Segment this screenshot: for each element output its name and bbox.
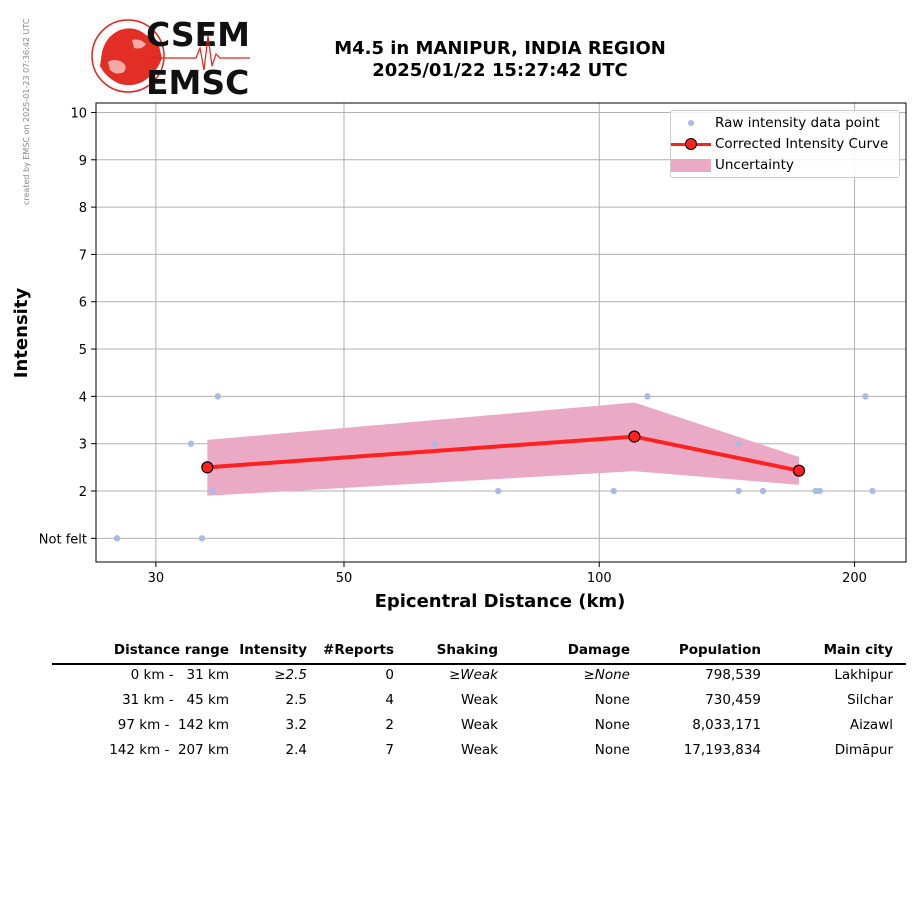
header-population: Population xyxy=(678,642,761,658)
x-tick-label: 50 xyxy=(336,571,353,586)
uncertainty-band xyxy=(207,402,799,496)
table-row: 142 km - 207 km 2.4 7 Weak None 17,193,834 Dim… xyxy=(52,742,906,767)
cell-population: 17,193,834 xyxy=(683,742,761,758)
csem-emsc-logo: CSEM EMSC xyxy=(91,18,250,100)
cell-damage: None xyxy=(594,717,630,733)
cell-population: 730,459 xyxy=(705,692,761,708)
y-tick-label: 9 xyxy=(79,154,87,169)
cell-damage: None xyxy=(594,692,630,708)
header-main-city: Main city xyxy=(823,642,893,658)
cell-shaking: Weak xyxy=(461,742,498,758)
intensity-chart: 30 50 100 200 Not felt 2 3 4 5 6 7 8 9 10 Epicentral … xyxy=(11,102,907,612)
cell-reports: 4 xyxy=(385,692,394,708)
cell-reports: 7 xyxy=(385,742,394,758)
cell-reports: 2 xyxy=(385,717,394,733)
chart-legend: Raw intensity data point Corrected Inten… xyxy=(670,110,900,178)
table-body: 0 km - 31 km ≥2.5 0 ≥Weak ≥None 798,539 Lakhip… xyxy=(52,667,906,767)
y-tick-label: 8 xyxy=(79,201,87,216)
y-tick-label: 4 xyxy=(79,390,87,405)
title-line-1: M4.5 in MANIPUR, INDIA REGION xyxy=(334,38,666,59)
legend-item-curve: Corrected Intensity Curve xyxy=(671,134,888,154)
cell-shaking: Weak xyxy=(461,692,498,708)
plot-frame xyxy=(95,102,907,563)
x-axis-label: Epicentral Distance (km) xyxy=(375,591,626,612)
raw-data-point xyxy=(113,535,121,542)
y-tick-label: 2 xyxy=(79,485,87,500)
legend-item-band: Uncertainty xyxy=(671,155,794,175)
y-tick-label: 3 xyxy=(79,438,87,453)
y-tick-label: 5 xyxy=(79,343,87,358)
legend-label-raw: Raw intensity data point xyxy=(715,115,880,131)
cell-main-city: Silchar xyxy=(847,692,893,708)
raw-points-layer xyxy=(113,393,876,542)
y-tick-label: 10 xyxy=(70,106,87,121)
raw-data-point xyxy=(187,440,195,447)
legend-label-curve: Corrected Intensity Curve xyxy=(715,136,889,152)
cell-intensity: ≥2.5 xyxy=(274,667,307,683)
header-shaking: Shaking xyxy=(436,642,498,658)
raw-data-point xyxy=(816,487,823,495)
curve-layer xyxy=(201,430,806,477)
x-tick-label: 200 xyxy=(842,571,867,586)
table-header-row: Distance range Intensity #Reports Shakin… xyxy=(52,642,906,667)
y-axis-label: Intensity xyxy=(11,288,32,379)
raw-data-point xyxy=(209,487,216,495)
raw-data-point xyxy=(862,393,869,400)
cell-damage: ≥None xyxy=(583,667,630,683)
logo-text-top: CSEM xyxy=(146,18,250,54)
y-tick-label: 6 xyxy=(79,296,87,311)
cell-reports: 0 xyxy=(385,667,394,683)
cell-population: 798,539 xyxy=(705,667,761,683)
cell-distance-range: 142 km - 207 km xyxy=(109,742,229,758)
uncertainty-layer xyxy=(207,402,799,496)
y-tick-label: 7 xyxy=(79,248,87,263)
cell-distance-range: 97 km - 142 km xyxy=(117,717,229,733)
title-line-2: 2025/01/22 15:27:42 UTC xyxy=(372,60,628,81)
table-row: 0 km - 31 km ≥2.5 0 ≥Weak ≥None 798,539 Lakhip… xyxy=(52,667,906,692)
raw-data-point xyxy=(644,393,651,400)
curve-point xyxy=(628,430,641,443)
y-tick-label: Not felt xyxy=(39,532,87,547)
cell-main-city: Lakhipur xyxy=(834,667,893,683)
raw-data-point xyxy=(869,487,876,495)
header-damage: Damage xyxy=(567,642,630,658)
cell-damage: None xyxy=(594,742,630,758)
cell-shaking: ≥Weak xyxy=(448,667,498,683)
table-row: 31 km - 45 km 2.5 4 Weak None 730,459 Silchar xyxy=(52,692,906,717)
raw-data-point xyxy=(494,487,502,495)
curve-point xyxy=(792,464,806,477)
table-header-divider xyxy=(52,663,906,665)
legend-label-band: Uncertainty xyxy=(715,157,794,173)
cell-intensity: 3.2 xyxy=(285,717,307,733)
cell-distance-range: 31 km - 45 km xyxy=(122,692,229,708)
raw-data-point xyxy=(759,487,767,495)
curve-point xyxy=(201,461,214,474)
cell-main-city: Aizawl xyxy=(849,717,893,733)
cell-shaking: Weak xyxy=(461,717,498,733)
summary-table: Distance range Intensity #Reports Shakin… xyxy=(52,642,906,767)
raw-data-point xyxy=(198,535,206,542)
cell-intensity: 2.5 xyxy=(285,692,307,708)
x-tick-label: 100 xyxy=(587,571,612,586)
cell-population: 8,033,171 xyxy=(692,717,761,733)
header-intensity: Intensity xyxy=(239,642,307,658)
header-reports: #Reports xyxy=(323,642,394,658)
chart-title: M4.5 in MANIPUR, INDIA REGION 2025/01/22… xyxy=(300,38,700,82)
cell-distance-range: 0 km - 31 km xyxy=(130,667,229,683)
logo-text-bottom: EMSC xyxy=(146,63,249,100)
legend-item-raw: Raw intensity data point xyxy=(671,113,880,133)
raw-data-point xyxy=(214,393,222,400)
cell-main-city: Dimāpur xyxy=(834,742,893,758)
x-tick-label: 30 xyxy=(148,571,165,586)
raw-data-point xyxy=(735,487,742,495)
table-row: 97 km - 142 km 3.2 2 Weak None 8,033,171 Aizaw… xyxy=(52,717,906,742)
raw-data-point xyxy=(610,487,617,495)
raw-data-point xyxy=(735,440,742,447)
header-distance-range: Distance range xyxy=(113,642,229,658)
raw-data-point xyxy=(431,440,439,447)
cell-intensity: 2.4 xyxy=(285,742,307,758)
axes-layer: 30 50 100 200 Not felt 2 3 4 5 6 7 8 9 10 xyxy=(39,102,907,586)
